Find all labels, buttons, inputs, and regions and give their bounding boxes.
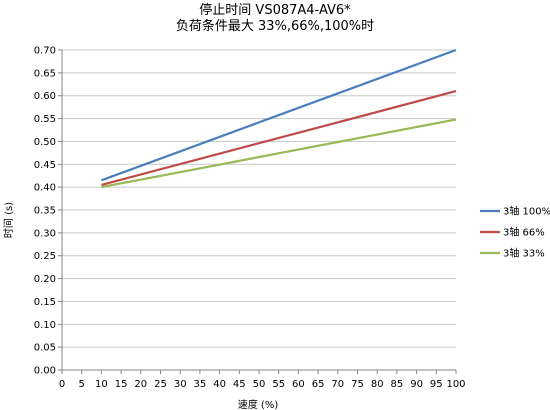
y-tick-label: 0.50 (34, 137, 56, 148)
x-tick-label: 60 (292, 379, 305, 390)
x-tick-label: 65 (312, 379, 325, 390)
x-tick-label: 50 (253, 379, 266, 390)
series-line-1 (101, 48, 457, 182)
chart-subtitle: 负荷条件最大 33%,66%,100%时 (175, 19, 375, 34)
x-tick-label: 20 (134, 379, 147, 390)
x-tick-label: 25 (154, 379, 167, 390)
series-line-2 (101, 90, 457, 186)
legend-label-2: 3轴 66% (503, 226, 545, 239)
y-tick-label: 0.20 (34, 274, 56, 285)
legend-label-1: 3轴 100% (503, 205, 550, 218)
gridlines (62, 49, 456, 348)
y-tick-label: 0.70 (34, 46, 56, 57)
x-tick-label: 95 (430, 379, 443, 390)
x-tick-label: 85 (391, 379, 404, 390)
y-tick-label: 0.10 (34, 320, 56, 331)
y-tick-label: 0.15 (34, 297, 56, 308)
y-tick-label: 0.30 (34, 228, 56, 239)
x-tick-label: 0 (59, 379, 65, 390)
y-tick-label: 0.65 (34, 68, 56, 79)
series-lines (101, 48, 457, 189)
x-tick-label: 35 (194, 379, 207, 390)
x-tick-label: 30 (174, 379, 187, 390)
y-axis-ticks: 0.00 0.05 0.10 0.15 0.20 0.25 0.30 0.35 0.40 0.45… (34, 46, 56, 377)
x-tick-label: 80 (371, 379, 384, 390)
legend: 3轴 100% 3轴 66% 3轴 33% (480, 205, 550, 260)
legend-label-3: 3轴 33% (503, 247, 545, 260)
x-tick-label: 90 (410, 379, 423, 390)
x-tick-label: 75 (351, 379, 364, 390)
y-axis-label: 时间 (s) (2, 202, 15, 238)
x-tick-label: 5 (79, 379, 85, 390)
y-tick-label: 0.45 (34, 160, 56, 171)
y-tick-label: 0.25 (34, 251, 56, 262)
y-tick-label: 0.05 (34, 343, 56, 354)
x-tick-label: 100 (446, 379, 465, 390)
x-tick-label: 40 (213, 379, 226, 390)
chart-title: 停止时间 VS087A4-AV6* (199, 3, 351, 18)
x-axis-ticks: 0 5 10 15 20 25 30 35 40 45 50 55 60 65 70 75 80 85 90 95 10… (59, 379, 466, 390)
y-tick-label: 0.40 (34, 183, 56, 194)
x-tick-label: 70 (331, 379, 344, 390)
y-tick-label: 0.60 (34, 91, 56, 102)
y-tick-label: 0.00 (34, 366, 56, 377)
axes (58, 49, 457, 374)
y-tick-label: 0.55 (34, 114, 56, 125)
x-tick-label: 10 (95, 379, 108, 390)
x-tick-label: 15 (115, 379, 128, 390)
series-line-3 (101, 118, 457, 189)
x-tick-label: 45 (233, 379, 246, 390)
y-tick-label: 0.35 (34, 206, 56, 217)
x-tick-label: 55 (272, 379, 285, 390)
x-axis-label: 速度 (%) (238, 398, 279, 410)
